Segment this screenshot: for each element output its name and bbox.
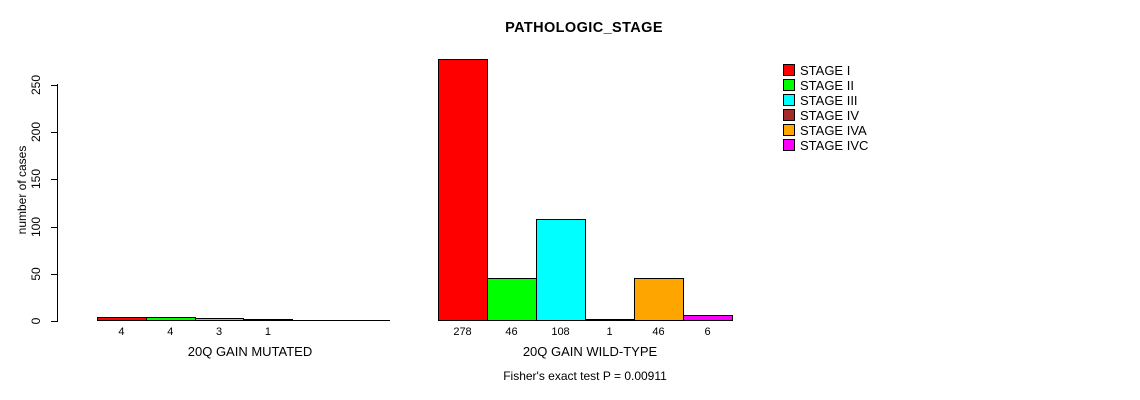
y-tick-mark (51, 227, 58, 228)
legend-label-stage-iv: STAGE IV (800, 107, 859, 123)
legend-label-stage-ii: STAGE II (800, 77, 854, 93)
bar-stage-ii (487, 278, 537, 321)
chart-title: PATHOLOGIC_STAGE (505, 20, 663, 36)
bar-value-label: 1 (264, 326, 271, 338)
legend-label-stage-iva: STAGE IVA (800, 122, 867, 138)
bar-stage-i (97, 317, 147, 321)
bar-value-label: 46 (505, 326, 518, 338)
legend-label-stage-ivc: STAGE IVC (800, 137, 869, 153)
y-axis-title: number of cases (15, 145, 29, 235)
y-tick-label: 200 (29, 121, 43, 143)
legend-label-stage-i: STAGE I (800, 62, 851, 78)
legend-swatch-stage-ivc (783, 139, 795, 151)
legend-swatch-stage-i (783, 64, 795, 76)
bar-value-label: 46 (652, 326, 665, 338)
bar-stage-iva (634, 278, 684, 321)
legend-swatch-stage-ii (783, 79, 795, 91)
legend-label-stage-iii: STAGE III (800, 92, 858, 108)
legend-swatch-stage-iii (783, 94, 795, 106)
y-tick-label: 50 (29, 267, 43, 281)
bar-value-label: 1 (606, 326, 613, 338)
x-group-label-mutated: 20Q GAIN MUTATED (187, 344, 313, 359)
bar-value-label: 4 (167, 326, 174, 338)
y-tick-label: 100 (29, 216, 43, 238)
y-tick-mark (51, 321, 58, 322)
bar-value-label: 4 (118, 326, 125, 338)
bar-value-label: 6 (704, 326, 711, 338)
fisher-test-annotation: Fisher's exact test P = 0.00911 (503, 369, 667, 383)
y-tick-label: 250 (29, 74, 43, 96)
bar-value-label: 108 (551, 326, 570, 338)
legend-swatch-stage-iv (783, 109, 795, 121)
y-axis-line (57, 84, 58, 321)
bar-stage-ivc (683, 315, 733, 321)
bar-value-label: 3 (216, 326, 223, 338)
y-tick-mark (51, 132, 58, 133)
y-tick-label: 150 (29, 168, 43, 190)
bar-stage-iii (194, 318, 245, 321)
y-tick-label: 0 (29, 317, 43, 325)
bar-stage-iv (243, 319, 294, 321)
bar-stage-i (438, 59, 488, 321)
y-tick-mark (51, 274, 58, 275)
y-tick-mark (51, 179, 58, 180)
bar-stage-ii (145, 317, 196, 321)
legend-swatch-stage-iva (783, 124, 795, 136)
bar-value-label: 278 (453, 326, 472, 338)
x-group-label-wild-type: 20Q GAIN WILD-TYPE (522, 344, 658, 359)
bar-stage-iii (536, 219, 586, 321)
y-tick-mark (51, 85, 58, 86)
bar-stage-iv (585, 319, 635, 321)
